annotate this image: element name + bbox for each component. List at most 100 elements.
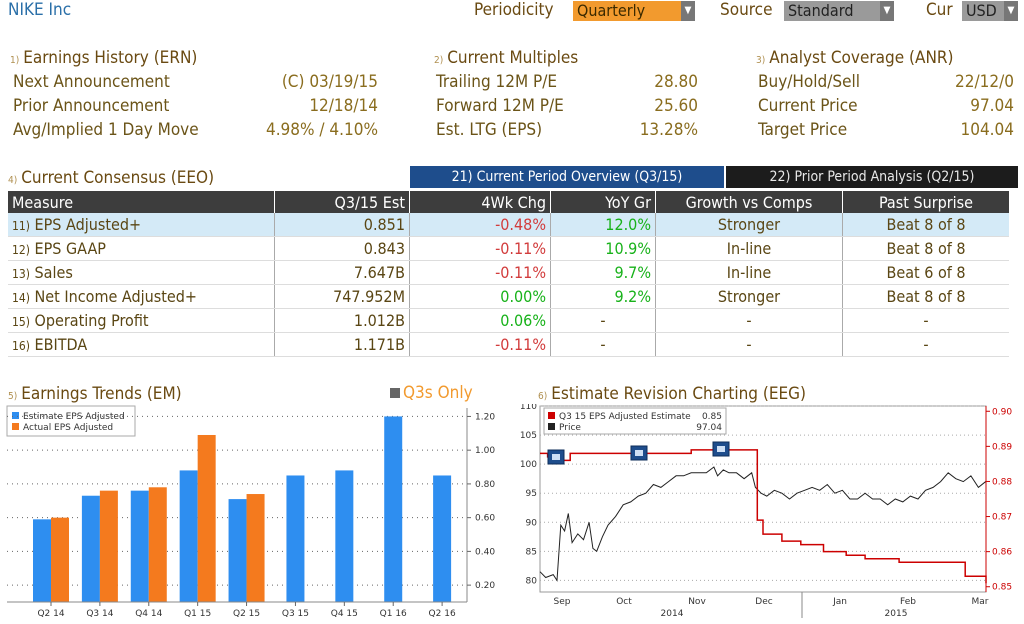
table-row[interactable]: 11) EPS Adjusted+ 0.851 -0.48% 12.0% Str…: [8, 213, 1009, 237]
current-multiples-heading[interactable]: 2) Current Multiples: [434, 48, 578, 68]
currency-label: Cur: [926, 0, 953, 20]
multiples-row: Est. LTG (EPS) 13.28%: [436, 120, 698, 140]
growth-cell: Stronger: [655, 284, 843, 309]
earnings-history-row: Avg/Implied 1 Day Move 4.98% / 4.10%: [13, 120, 378, 140]
row-value: 22/12/0: [955, 72, 1014, 92]
source-label: Source: [720, 0, 773, 20]
legend-value: 0.85: [702, 412, 722, 422]
estimate-bar[interactable]: [33, 519, 51, 602]
row-value: 25.60: [654, 96, 698, 116]
actual-bar[interactable]: [148, 487, 167, 602]
column-header[interactable]: Measure: [8, 191, 275, 213]
y-tick-label: 0.60: [475, 514, 495, 524]
estimate-bar[interactable]: [433, 475, 452, 602]
estimate-cell: 1.171B: [274, 332, 410, 357]
growth-cell: In-line: [655, 236, 843, 261]
table-row[interactable]: 16) EBITDA 1.171B -0.11% - - -: [8, 332, 1009, 357]
analyst-row: Target Price 104.04: [758, 120, 1014, 140]
estimate-bar[interactable]: [81, 495, 100, 602]
security-title: NIKE Inc: [8, 0, 72, 20]
consensus-heading[interactable]: 4) Current Consensus (EEO): [8, 168, 214, 188]
tab-current-period[interactable]: 21) Current Period Overview (Q3/15): [410, 166, 724, 188]
source-dropdown[interactable]: Standard ▼: [784, 0, 894, 21]
growth-cell: Stronger: [655, 213, 843, 237]
yoy-cell: 9.7%: [550, 260, 656, 285]
actual-bar[interactable]: [246, 494, 265, 602]
price-line: [539, 466, 987, 582]
estimate-revision-heading[interactable]: 6) Estimate Revision Charting (EEG): [538, 384, 806, 404]
estimate-bar[interactable]: [130, 490, 149, 602]
yoy-cell: -: [550, 332, 656, 357]
earnings-marker-glyph: [717, 446, 725, 452]
estimate-bar[interactable]: [286, 475, 305, 602]
analyst-coverage-heading[interactable]: 3) Analyst Coverage (ANR): [756, 48, 953, 68]
section-title: Current Multiples: [447, 48, 579, 68]
tab-prior-period[interactable]: 22) Prior Period Analysis (Q2/15): [726, 166, 1018, 188]
estimate-bar[interactable]: [335, 470, 354, 602]
currency-value: USD: [962, 0, 1004, 21]
row-number: 12): [12, 243, 30, 257]
legend-label: Estimate EPS Adjusted: [23, 412, 125, 422]
section-title: Earnings History (ERN): [23, 48, 198, 68]
estimate-cell: 0.851: [274, 213, 410, 237]
legend-box: [6, 405, 136, 437]
legend-label: Q3 15 EPS Adjusted Estimate: [559, 412, 691, 422]
row-number: 15): [12, 315, 30, 329]
column-header[interactable]: Growth vs Comps: [655, 191, 843, 213]
currency-dropdown[interactable]: USD ▼: [962, 0, 1018, 21]
chart-lines: [539, 449, 987, 584]
estimate-bar[interactable]: [384, 416, 403, 602]
table-row[interactable]: 12) EPS GAAP 0.843 -0.11% 10.9% In-line …: [8, 236, 1009, 261]
growth-cell: -: [655, 308, 843, 333]
legend-swatch: [548, 423, 555, 430]
estimate-bar[interactable]: [228, 499, 247, 602]
chart-axis: 80 85 90 95 100 105 110 0.85 0.86 0.87 0.88 0.89 0.9…: [520, 404, 1013, 619]
x-tick-label: Dec: [755, 597, 772, 607]
actual-bar[interactable]: [51, 517, 69, 602]
column-header[interactable]: YoY Gr: [550, 191, 656, 213]
table-row[interactable]: 13) Sales 7.647B -0.11% 9.7% In-line Bea…: [8, 260, 1009, 285]
x-tick-label: Feb: [900, 597, 916, 607]
y-left-tick-label: 95: [526, 489, 537, 499]
column-header[interactable]: 4Wk Chg: [409, 191, 551, 213]
y-left-tick-label: 80: [526, 576, 538, 586]
section-number: 4): [8, 175, 18, 186]
change-cell: -0.11%: [409, 236, 551, 261]
row-number: 14): [12, 291, 30, 305]
change-cell: -0.48%: [409, 213, 551, 237]
surprise-cell: -: [842, 308, 1009, 333]
q3-only-toggle[interactable]: Q3s Only: [390, 383, 473, 403]
actual-bar[interactable]: [99, 490, 118, 602]
earnings-history-heading[interactable]: 1) Earnings History (ERN): [10, 48, 197, 68]
table-row[interactable]: 14) Net Income Adjusted+ 747.952M 0.00% …: [8, 284, 1009, 309]
section-title: Current Consensus (EEO): [21, 168, 215, 188]
chevron-down-icon: ▼: [681, 0, 695, 21]
section-number: 1): [10, 55, 20, 66]
change-cell: -0.11%: [409, 260, 551, 285]
x-tick-label: Jan: [832, 597, 847, 607]
periodicity-label: Periodicity: [474, 0, 554, 20]
row-label: Forward 12M P/E: [436, 96, 564, 116]
table-row[interactable]: 15) Operating Profit 1.012B 0.06% - - -: [8, 308, 1009, 333]
q3-only-label: Q3s Only: [403, 383, 473, 403]
y-left-tick-label: 110: [520, 404, 537, 412]
actual-bar[interactable]: [197, 434, 216, 602]
year-label: 2015: [885, 609, 908, 619]
y-tick-label: 0.20: [475, 581, 495, 591]
plot-area: [539, 405, 987, 593]
x-tick-label: Q4 15: [331, 609, 358, 619]
chart-bars: [33, 416, 452, 602]
surprise-cell: Beat 6 of 8: [842, 260, 1009, 285]
row-label: Target Price: [758, 120, 848, 140]
earnings-trends-heading[interactable]: 5) Earnings Trends (EM): [8, 384, 182, 404]
x-tick-label: Q1 15: [184, 609, 211, 619]
column-header[interactable]: Q3/15 Est: [274, 191, 410, 213]
growth-cell: -: [655, 332, 843, 357]
column-header[interactable]: Past Surprise: [842, 191, 1009, 213]
estimate-bar[interactable]: [179, 470, 198, 602]
earnings-history-row: Next Announcement (C) 03/19/15: [13, 72, 378, 92]
periodicity-dropdown[interactable]: Quarterly ▼: [573, 0, 695, 21]
row-value: 28.80: [654, 72, 698, 92]
